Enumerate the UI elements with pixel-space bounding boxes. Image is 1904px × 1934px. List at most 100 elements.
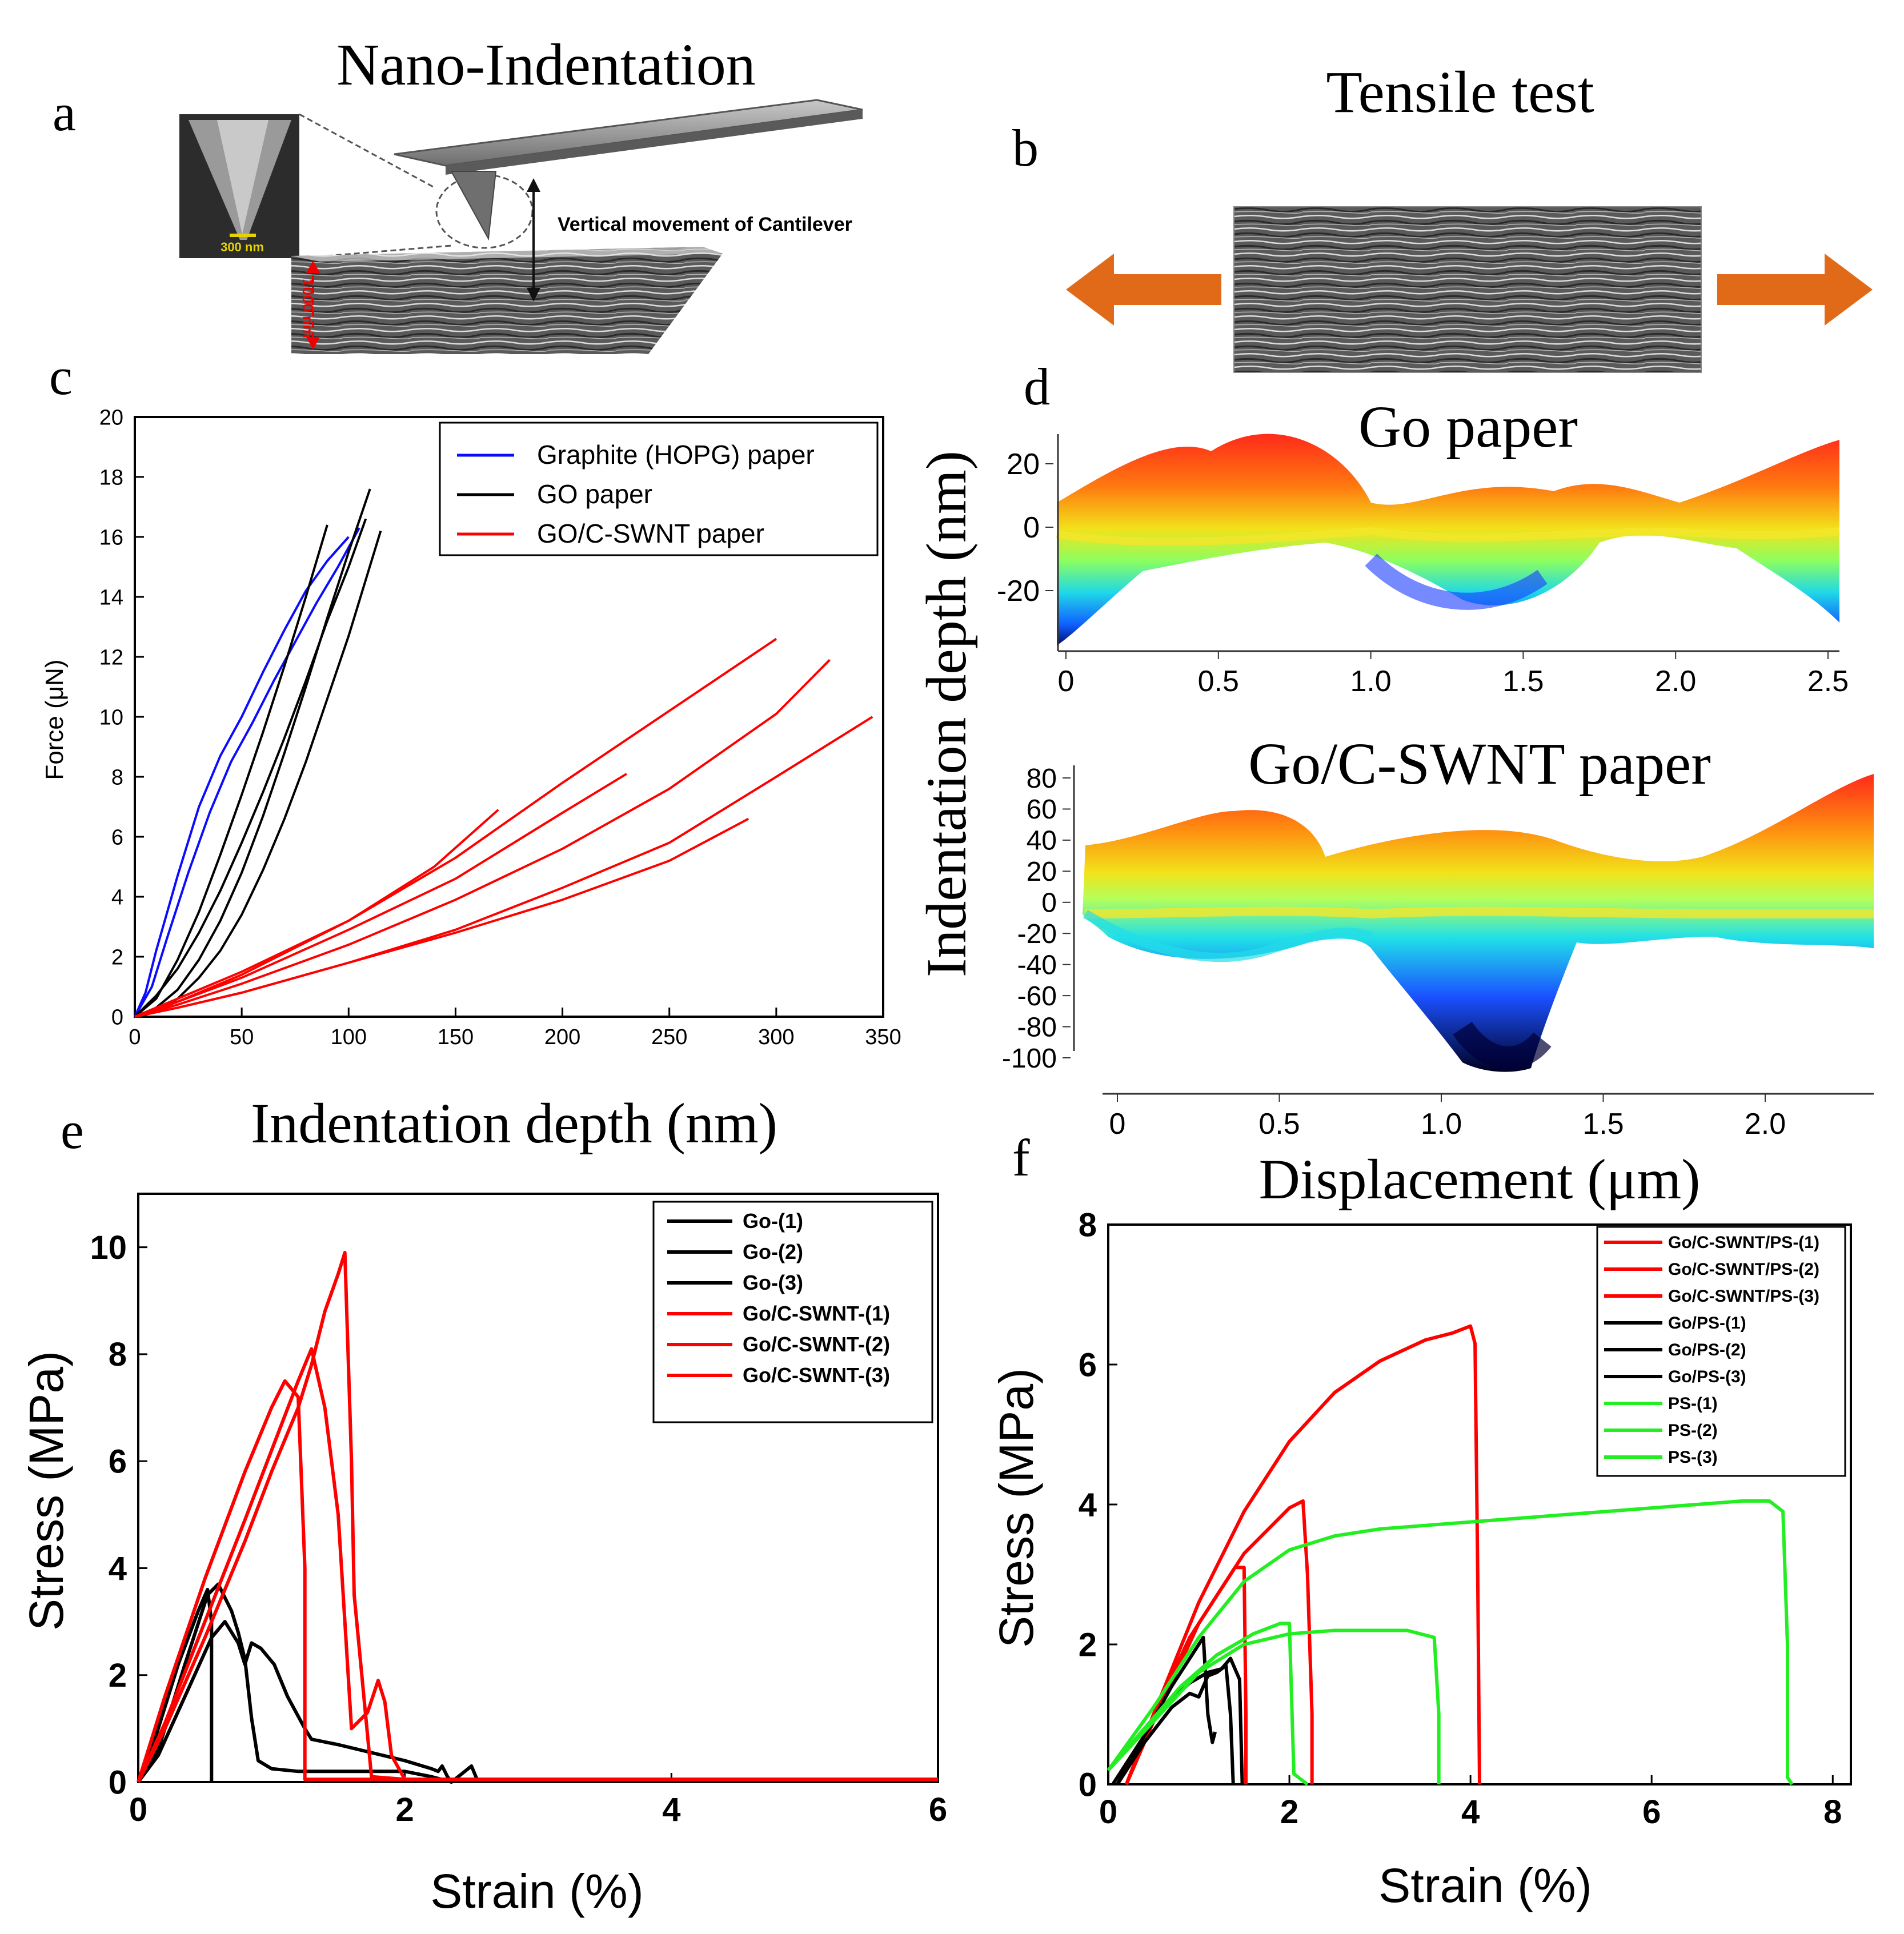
go-paper-surface: Go paper 20 0 -20 0 0.5 1.0 1.5 2.0 2.5	[997, 394, 1849, 698]
y-tick-label: 12	[99, 645, 123, 669]
chart-f-xlabel: Strain (%)	[1378, 1859, 1592, 1912]
chart-e-frame	[137, 1193, 939, 1783]
panel-d: Indentation depth (nm) Go paper 200-200 0…	[915, 394, 1874, 1211]
surface-x-tick-label: 1.5	[1582, 1108, 1624, 1141]
right-arrow-icon	[1717, 254, 1873, 326]
panel-f: 0 2 4 6 8 0 2 4 6 8 Stress (MPa) Strain (%) Go/C-…	[989, 1206, 1852, 1912]
panel-label-c: c	[49, 347, 73, 406]
vertical-movement-arrow	[527, 178, 540, 302]
panel-e: 0 2 4 6 0 2 4 6 8 10 Stress (MPa) Strain (%) Go-(…	[19, 1193, 947, 1918]
legend-c-item: Graphite (HOPG) paper	[537, 440, 815, 470]
surface-y-tick-label: -60	[1017, 981, 1057, 1012]
surface-y-tick-label: -40	[1017, 950, 1057, 980]
panel-d-xlabel: Displacement (μm)	[1259, 1147, 1701, 1211]
surface-go-ticks: 20 0 -20 0 0.5 1.0 1.5 2.0 2.5	[997, 448, 1849, 698]
x-tick-label: 200	[544, 1025, 580, 1049]
legend-f-item: Go/C-SWNT/PS-(1)	[1668, 1233, 1819, 1252]
legend-f-item: PS-(1)	[1668, 1394, 1718, 1413]
surface-x-tick-label: 2.0	[1745, 1108, 1786, 1141]
series-line-go-c-swnt-1-	[137, 1379, 938, 1783]
panel-label-b: b	[1012, 119, 1039, 177]
chart-f-ylabel: Stress (MPa)	[989, 1368, 1043, 1648]
series-line-go-c-swnt-paper	[134, 773, 627, 1018]
surface-x-tick-label: 0.5	[1198, 665, 1239, 698]
y-tick-label: 2	[1079, 1626, 1097, 1663]
x-tick-label: 0	[129, 1025, 141, 1049]
x-tick-label: 6	[1642, 1793, 1661, 1831]
y-tick-label: 6	[109, 1443, 127, 1480]
chart-e-ylabel: Stress (MPa)	[19, 1351, 73, 1631]
legend-f-item: Go/PS-(2)	[1668, 1341, 1746, 1359]
y-tick-label: 4	[111, 885, 123, 909]
x-tick-label: 6	[929, 1791, 947, 1828]
scale-bar-label: 300 nm	[221, 240, 264, 254]
surface-x-tick-label: 1.5	[1502, 665, 1544, 698]
surface-y-tick-label: 40	[1027, 826, 1057, 856]
series-line-go-ps-2-	[1116, 1663, 1235, 1785]
panel-c: 0 50 100 150 200 250 300 350 0 2 4 6 8 10 12 14 16 18 20 F…	[41, 406, 901, 1155]
y-tick-label: 6	[111, 825, 123, 849]
cantilever-annotation: Vertical movement of Cantilever	[558, 214, 852, 235]
surface-x-tick-label: 1.0	[1350, 665, 1391, 698]
surface-y-tick-label: -20	[997, 575, 1040, 608]
x-tick-label: 8	[1823, 1793, 1842, 1831]
chart-c-xlabel: Indentation depth (nm)	[251, 1092, 777, 1155]
go-cswnt-paper-title: Go/C-SWNT paper	[1248, 731, 1711, 797]
series-line-ps-1-	[1107, 1499, 1794, 1785]
go-cswnt-paper-surface: Go/C-SWNT paper 806040200-20-40-60-80-10…	[1002, 731, 1874, 1141]
series-line-go-paper	[134, 518, 367, 1018]
y-tick-label: 8	[111, 765, 123, 789]
surface-y-tick-label: 20	[1007, 448, 1040, 481]
chart-c-ticks: 0 50 100 150 200 250 300 350 0 2 4 6 8 10 12 14 16 18 20	[99, 406, 901, 1049]
y-tick-label: 16	[99, 525, 123, 549]
x-tick-label: 4	[1461, 1793, 1480, 1831]
x-tick-label: 350	[865, 1025, 901, 1049]
thickness-marker: 1000 nm	[299, 260, 320, 350]
series-line-go-c-swnt-paper	[134, 659, 831, 1018]
surface-y-tick-label: -100	[1002, 1044, 1057, 1074]
legend-c-item: GO/C-SWNT paper	[537, 519, 764, 548]
x-tick-label: 300	[758, 1025, 794, 1049]
y-tick-label: 2	[111, 945, 123, 969]
legend-e-item: Go-(3)	[743, 1271, 803, 1294]
thickness-label: 1000 nm	[299, 279, 316, 338]
panel-b: Tensile test	[1066, 59, 1873, 373]
chart-c-legend: Graphite (HOPG) paper GO paper GO/C-SWNT…	[439, 422, 879, 556]
surface-y-tick-label: 20	[1027, 857, 1057, 887]
surface-y-tick-label: 60	[1027, 795, 1057, 825]
y-tick-label: 10	[90, 1229, 127, 1266]
legend-f-item: Go/C-SWNT/PS-(3)	[1668, 1287, 1819, 1306]
panel-a: Nano-Indentation 300 nm Vertical movemen	[179, 32, 863, 354]
chart-e-series	[137, 1251, 938, 1784]
series-line-go-c-swnt-ps-1-	[1124, 1324, 1481, 1785]
surface-y-tick-label: -20	[1017, 919, 1057, 949]
y-tick-label: 0	[111, 1005, 123, 1029]
nanoindentation-title: Nano-Indentation	[336, 32, 756, 98]
y-tick-label: 6	[1079, 1346, 1097, 1383]
panel-label-e: e	[61, 1101, 84, 1159]
y-tick-label: 4	[1079, 1486, 1097, 1523]
series-line-go-c-swnt-2-	[137, 1347, 938, 1783]
legend-f-item: Go/PS-(1)	[1668, 1314, 1746, 1333]
series-line-go-ps-3-	[1111, 1656, 1244, 1785]
panel-label-d: d	[1024, 358, 1050, 416]
legend-e-item: Go/C-SWNT-(3)	[743, 1363, 890, 1387]
x-tick-label: 250	[651, 1025, 687, 1049]
y-tick-label: 2	[109, 1657, 127, 1694]
chart-f-ticks: 0 2 4 6 8 0 2 4 6 8	[1079, 1206, 1842, 1831]
cantilever-icon	[394, 99, 863, 241]
surface-y-tick-label: 0	[1041, 888, 1057, 918]
chart-c-series	[134, 488, 873, 1018]
surface-x-tick-label: 2.0	[1655, 665, 1696, 698]
series-line-graphite-hopg-paper	[134, 527, 360, 1017]
chart-e-ticks: 0 2 4 6 0 2 4 6 8 10	[90, 1229, 947, 1828]
surface-x-tick-label: 0	[1058, 665, 1075, 698]
x-tick-label: 100	[331, 1025, 367, 1049]
series-line-go-paper	[134, 488, 371, 1018]
y-tick-label: 8	[109, 1336, 127, 1373]
y-tick-label: 20	[99, 406, 123, 430]
go-paper-title: Go paper	[1358, 394, 1578, 460]
surface-x-tick-label: 1.0	[1421, 1108, 1462, 1141]
series-line-ps-2-	[1107, 1628, 1441, 1784]
surface-plot-go-cswnt	[1083, 774, 1874, 1072]
